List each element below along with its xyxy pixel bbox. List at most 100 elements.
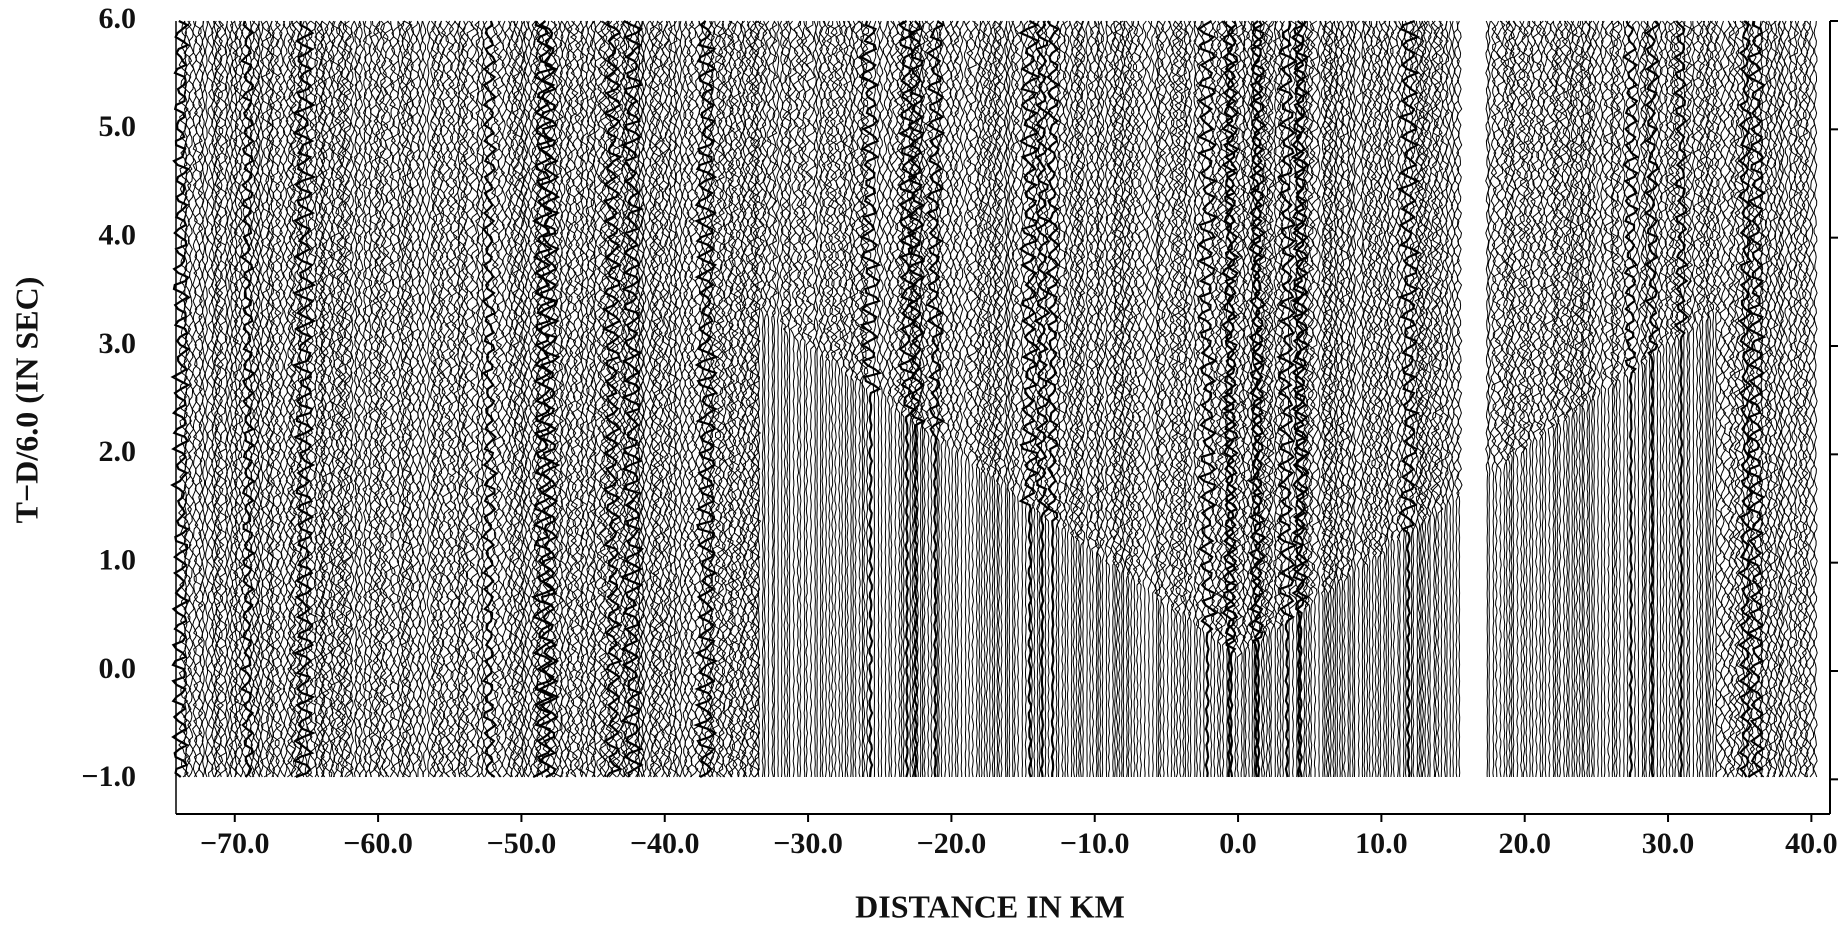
seismic-trace [1368,20,1378,778]
seismic-trace [225,20,232,778]
seismic-trace [1316,20,1322,778]
seismic-trace [1273,20,1278,777]
seismic-trace [1623,20,1632,778]
seismic-trace [1702,20,1710,777]
seismic-trace [986,20,994,778]
y-tick-label: 3.0 [99,327,137,360]
seismic-trace [650,20,663,778]
seismic-trace [1452,20,1461,778]
seismic-trace [1569,20,1580,777]
seismic-trace [935,20,943,778]
y-tick-label: 0.0 [99,652,137,685]
seismic-trace [526,20,533,778]
seismic-trace [787,20,792,778]
seismic-trace [949,20,956,778]
seismic-trace [508,20,518,778]
seismic-trace [1079,20,1087,778]
seismic-trace [247,20,253,778]
seismic-trace [1010,20,1016,777]
seismic-trace [1021,20,1031,778]
seismic-trace [481,20,490,778]
seismic-trace [973,20,981,778]
seismic-trace [979,20,990,778]
seismic-trace [1334,20,1340,778]
seismic-trace [487,21,500,778]
seismic-trace [633,20,641,778]
seismic-trace [642,20,648,778]
seismic-trace [1135,20,1146,778]
seismic-trace [1377,20,1384,778]
seismic-trace [1578,20,1590,778]
seismic-trace [534,20,546,778]
seismic-trace [1565,20,1573,778]
seismic-trace-strong [619,20,645,778]
seismic-trace [1594,20,1602,778]
seismic-trace-strong [1737,20,1754,778]
seismic-trace [1667,20,1679,778]
seismic-trace [1064,20,1072,778]
seismic-trace [388,20,396,778]
seismic-trace [1056,20,1069,778]
seismic-trace [850,20,861,777]
seismic-trace [1691,20,1696,778]
seismic-trace-strong [693,20,720,778]
seismic-trace [564,20,571,778]
seismic-trace [1429,20,1439,778]
seismic-trace [204,20,209,778]
seismic-trace [848,20,854,778]
seismic-trace [210,20,216,778]
seismic-trace [940,20,951,778]
seismic-trace [779,20,784,778]
seismic-trace [585,20,590,778]
seismic-trace [1145,20,1153,778]
x-tick-label: 30.0 [1642,827,1695,860]
seismic-trace [1104,20,1114,777]
seismic-trace [1420,20,1430,778]
x-tick-label: −20.0 [917,827,987,860]
y-tick-label: 4.0 [99,219,137,252]
seismic-trace [919,20,926,778]
seismic-trace [1587,20,1597,778]
seismic-trace [1511,20,1523,778]
seismic-trace [890,20,901,778]
y-axis-label: T−D/6.0 (IN SEC) [8,277,44,524]
seismic-trace [1570,21,1583,778]
seismic-trace [259,20,265,778]
seismic-trace [637,20,642,778]
seismic-trace [1518,20,1531,777]
seismic-trace [1490,20,1502,778]
seismic-trace [881,20,890,778]
seismic-trace [908,20,920,778]
seismic-trace [269,20,276,778]
seismic-trace [191,20,199,778]
seismic-trace [1216,20,1230,778]
seismic-trace [1650,20,1657,778]
seismic-trace [206,20,215,778]
seismic-trace [1499,20,1509,778]
seismic-trace [1528,20,1537,778]
seismic-trace [1611,20,1622,778]
seismic-trace [522,20,528,778]
seismic-trace [1309,20,1321,778]
seismic-trace [1757,20,1771,778]
seismic-trace [329,20,343,778]
seismic-trace [1714,20,1724,778]
seismic-trace [825,20,840,778]
seismic-trace [776,20,781,778]
seismic-trace [319,20,330,778]
seismic-trace [229,20,234,778]
seismic-trace [1362,20,1372,778]
seismic-trace [1075,20,1086,778]
seismic-trace [327,20,335,778]
seismic-trace [1782,20,1791,778]
seismic-trace [918,20,930,778]
seismic-trace [1099,20,1106,778]
seismic-trace [435,20,445,778]
seismic-trace [1772,20,1778,778]
seismic-trace [981,20,992,778]
seismic-trace [1092,20,1101,778]
seismic-trace [1158,20,1169,778]
seismic-trace [1643,20,1649,778]
seismic-trace [289,20,298,778]
